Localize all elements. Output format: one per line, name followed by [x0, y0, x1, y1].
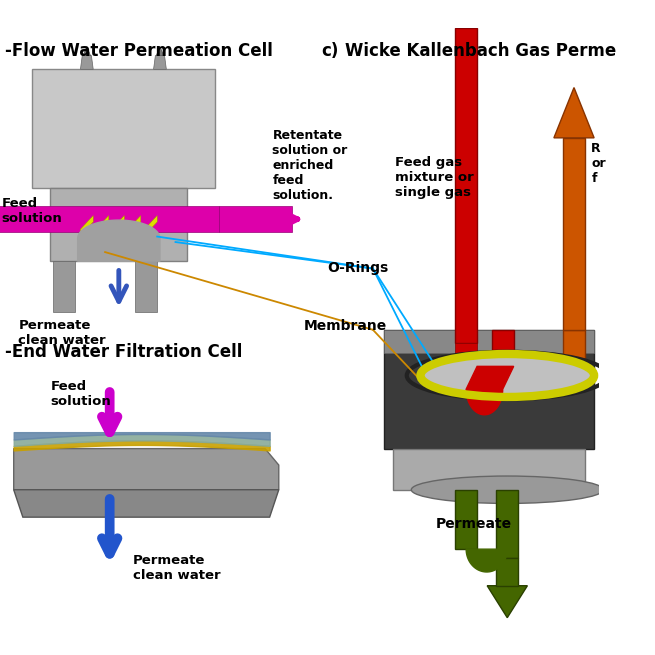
Polygon shape [32, 69, 215, 188]
Text: Feed
solution: Feed solution [50, 380, 111, 408]
Polygon shape [14, 490, 279, 517]
Text: O-Rings: O-Rings [328, 261, 388, 275]
Polygon shape [14, 449, 279, 490]
Text: Membrane: Membrane [303, 319, 386, 333]
Polygon shape [81, 215, 93, 236]
Ellipse shape [422, 355, 592, 396]
Text: c): c) [322, 42, 339, 60]
Polygon shape [78, 220, 160, 261]
Polygon shape [0, 206, 219, 232]
Polygon shape [83, 47, 90, 56]
Polygon shape [144, 215, 157, 236]
Text: Feed
solution: Feed solution [2, 197, 63, 225]
Text: Retentate
solution or
enriched
feed
solution.: Retentate solution or enriched feed solu… [272, 128, 348, 202]
Text: Permeate: Permeate [436, 517, 512, 531]
Polygon shape [50, 188, 187, 261]
Polygon shape [128, 215, 141, 236]
Polygon shape [393, 449, 585, 490]
Text: -End Water Filtration Cell: -End Water Filtration Cell [5, 343, 242, 362]
Polygon shape [53, 261, 75, 312]
Text: -Flow Water Permeation Cell: -Flow Water Permeation Cell [5, 42, 272, 60]
Polygon shape [96, 215, 109, 236]
Polygon shape [153, 56, 166, 69]
Polygon shape [455, 490, 477, 549]
Text: Permeate
clean water: Permeate clean water [18, 319, 106, 346]
Polygon shape [111, 215, 124, 236]
Polygon shape [384, 329, 594, 449]
Polygon shape [466, 549, 507, 572]
Ellipse shape [411, 476, 603, 504]
Text: Permeate
clean water: Permeate clean water [132, 553, 220, 582]
Polygon shape [554, 88, 594, 138]
Polygon shape [455, 343, 477, 366]
Polygon shape [496, 558, 518, 586]
Text: Feed gas
mixture or
single gas: Feed gas mixture or single gas [395, 156, 474, 199]
Polygon shape [496, 490, 518, 558]
Polygon shape [157, 47, 164, 56]
Polygon shape [492, 343, 514, 366]
Polygon shape [81, 56, 93, 69]
Polygon shape [466, 366, 514, 415]
Polygon shape [455, 28, 477, 343]
Polygon shape [487, 586, 527, 618]
Polygon shape [136, 261, 157, 312]
Polygon shape [563, 329, 585, 389]
Text: R
or
f: R or f [591, 142, 606, 185]
Polygon shape [384, 329, 594, 352]
Text: Wicke Kallenbach Gas Perme: Wicke Kallenbach Gas Perme [345, 42, 617, 60]
Polygon shape [492, 329, 514, 389]
Polygon shape [563, 138, 585, 329]
Polygon shape [219, 206, 293, 232]
